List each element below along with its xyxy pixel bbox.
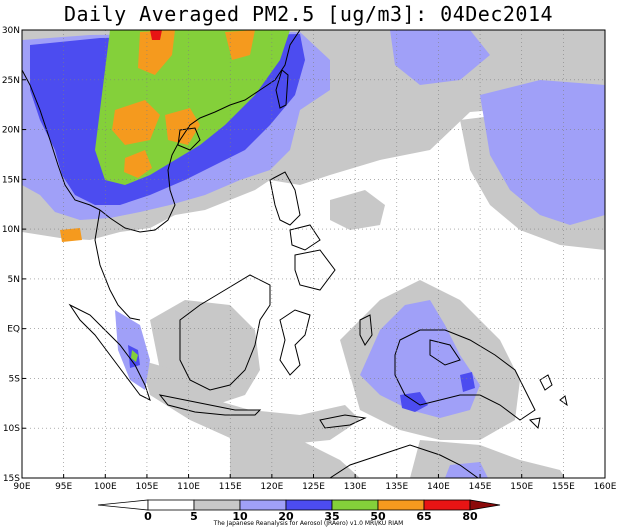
lon-axis: 90E 95E 100E 105E 110E 115E 120E 125E 130E 135E 14… [13, 474, 617, 492]
colorbar-label-50: 50 [370, 510, 386, 523]
tick-label-lat-20N: 20N [2, 126, 20, 136]
tick-label-lon-150E: 150E [510, 482, 533, 492]
coastline-bay-bengal [22, 69, 101, 211]
map-title: Daily Averaged PM2.5 [ug/m3]: 04Dec2014 [63, 2, 554, 26]
colorbar-segment-10-20 [239, 499, 287, 511]
tick-label-lon-125E: 125E [302, 482, 325, 492]
orange-patch-2 [225, 30, 255, 60]
colorbar-label-35: 35 [324, 510, 339, 523]
tick-label-lon-145E: 145E [469, 482, 492, 492]
red-patch [150, 30, 162, 40]
colorbar-label-10: 10 [232, 510, 248, 523]
colorbar-label-65: 65 [416, 510, 431, 523]
colorbar: 0 5 10 20 35 50 65 80 [97, 499, 501, 523]
colorbar-segment-20-35 [285, 499, 333, 511]
colorbar-underflow-arrow [97, 499, 149, 511]
coastline-visayas [289, 224, 321, 251]
coastline-mindanao [294, 249, 336, 291]
coastline-australia [329, 444, 479, 478]
coastline-pacific-islands [528, 374, 568, 430]
coastline-sulawesi [279, 309, 311, 376]
orange-patch-1 [138, 30, 175, 75]
lat-axis: 30N 25N 20N 15N 10N 5N EQ 5S 10S 15S [2, 26, 26, 484]
gray-patch-south [230, 430, 360, 478]
coastline-hainan [177, 127, 201, 151]
tick-label-lat-25N: 25N [2, 76, 20, 86]
coastline-halmahera [359, 314, 373, 346]
coastline-indochina [94, 209, 141, 321]
colorbar-segment-65-80 [423, 499, 471, 511]
orange-patch-5 [124, 150, 152, 178]
tick-label-lat-5S: 5S [9, 374, 21, 384]
tick-label-lon-110E: 110E [177, 482, 200, 492]
tick-label-lat-15N: 15N [2, 175, 20, 185]
coastlines [22, 30, 568, 478]
colorbar-label-20: 20 [278, 510, 294, 523]
tick-label-lat-15S: 15S [3, 474, 20, 484]
colorbar-segment-35-50 [331, 499, 379, 511]
tick-label-lat-10N: 10N [2, 225, 20, 235]
tick-label-lat-EQ: EQ [7, 325, 20, 335]
coastline-china [99, 30, 301, 233]
tick-label-lon-100E: 100E [94, 482, 117, 492]
gray-patch-java [140, 360, 360, 445]
orange-patch-4 [165, 108, 200, 145]
tick-label-lon-135E: 135E [385, 482, 408, 492]
coastline-taiwan [275, 69, 289, 109]
gridlines [22, 30, 605, 478]
lightblue-east [480, 80, 605, 225]
tick-label-lon-115E: 115E [219, 482, 242, 492]
colorbar-label-0: 0 [144, 510, 152, 523]
green-sumatra [131, 350, 138, 362]
orange-patch-6 [60, 228, 82, 242]
tick-label-lon-130E: 130E [344, 482, 367, 492]
blue-newguinea [400, 392, 428, 412]
colorbar-segment-0-5 [147, 499, 195, 511]
gray-patch-phil [330, 190, 385, 230]
tick-label-lon-90E: 90E [13, 482, 30, 492]
tick-label-lon-105E: 105E [135, 482, 158, 492]
lightblue-newguinea [360, 300, 480, 418]
gray-patch-aus [410, 440, 565, 478]
orange-patch-3 [112, 100, 160, 145]
coastline-java [158, 394, 262, 416]
coastline-newguinea [394, 329, 536, 421]
tick-label-lon-155E: 155E [552, 482, 575, 492]
colorbar-overflow-arrow [469, 499, 501, 511]
coastline-luzon [269, 171, 301, 226]
colorbar-segment-50-65 [377, 499, 425, 511]
colorbar-label-5: 5 [190, 510, 198, 523]
coastline-borneo [179, 274, 271, 391]
tick-label-lat-30N: 30N [2, 26, 20, 36]
colorbar-segment-5-10 [193, 499, 241, 511]
tick-label-lon-120E: 120E [260, 482, 283, 492]
lightblue-ne [390, 30, 490, 85]
tick-label-lat-5N: 5N [8, 275, 20, 285]
colorbar-label-80: 80 [462, 510, 478, 523]
blue-newguinea-2 [460, 372, 475, 392]
tick-label-lon-160E: 160E [594, 482, 617, 492]
credit-text: The Japanese Reanalysis for Aerosol (JRA… [213, 520, 404, 527]
tick-label-lat-10S: 10S [3, 424, 20, 434]
coastline-timor [319, 414, 367, 429]
coastline-newguinea-inner [429, 339, 461, 366]
tick-label-lon-140E: 140E [427, 482, 450, 492]
tick-label-lon-95E: 95E [55, 482, 72, 492]
